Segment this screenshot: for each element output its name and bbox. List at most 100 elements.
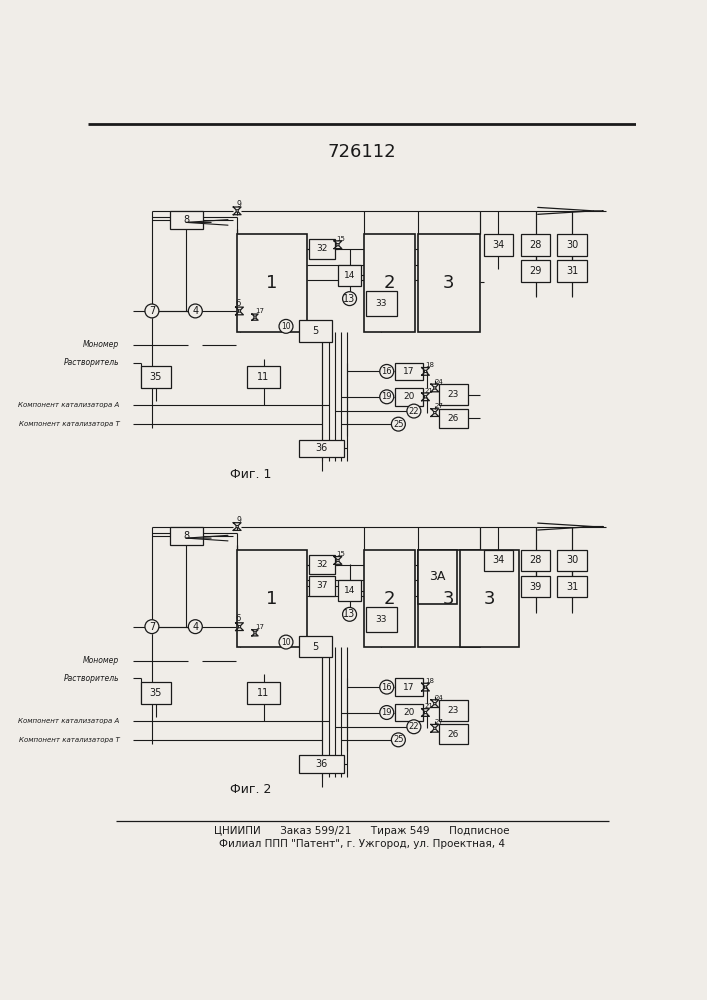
Text: 3: 3 — [443, 590, 455, 608]
Text: 6: 6 — [235, 299, 240, 308]
Bar — [418, 550, 480, 647]
Bar — [309, 576, 335, 596]
Circle shape — [279, 635, 293, 649]
Text: 39: 39 — [530, 582, 542, 592]
Text: 15: 15 — [336, 551, 345, 557]
Bar — [338, 580, 361, 601]
Circle shape — [254, 632, 256, 634]
Text: 2: 2 — [384, 590, 395, 608]
Bar — [338, 265, 361, 286]
Circle shape — [238, 626, 240, 628]
Text: 16: 16 — [382, 683, 392, 692]
Text: 2: 2 — [384, 274, 395, 292]
Bar — [418, 550, 457, 604]
Text: 28: 28 — [530, 555, 542, 565]
Bar — [247, 366, 280, 388]
Text: 21: 21 — [425, 388, 434, 394]
Bar — [141, 682, 170, 704]
Text: 14: 14 — [344, 586, 355, 595]
Circle shape — [145, 304, 159, 318]
Text: 33: 33 — [375, 299, 387, 308]
Text: 11: 11 — [257, 372, 269, 382]
Text: 32: 32 — [316, 560, 328, 569]
Text: 24: 24 — [434, 379, 443, 385]
Bar — [170, 527, 203, 545]
Text: Растворитель: Растворитель — [64, 674, 119, 683]
Bar — [521, 576, 550, 597]
Bar — [484, 234, 513, 256]
Text: 23: 23 — [448, 390, 459, 399]
Bar — [299, 320, 332, 342]
Text: 13: 13 — [344, 609, 356, 619]
Bar — [557, 550, 587, 571]
Text: 9: 9 — [236, 200, 241, 209]
Bar — [521, 260, 550, 282]
Circle shape — [238, 310, 240, 312]
Circle shape — [337, 559, 339, 562]
Text: 21: 21 — [425, 703, 434, 709]
Circle shape — [424, 686, 426, 688]
Bar — [237, 550, 307, 647]
Text: 15: 15 — [336, 236, 345, 242]
Text: 19: 19 — [382, 708, 392, 717]
Text: Филиал ППП "Патент", г. Ужгород, ул. Проектная, 4: Филиал ППП "Патент", г. Ужгород, ул. Про… — [219, 839, 505, 849]
Bar — [557, 260, 587, 282]
Circle shape — [279, 319, 293, 333]
Text: 6: 6 — [235, 614, 240, 623]
Text: 20: 20 — [403, 708, 414, 717]
Bar — [395, 363, 423, 380]
Circle shape — [433, 411, 436, 414]
Bar — [247, 682, 280, 704]
Text: 17: 17 — [403, 683, 414, 692]
Bar — [395, 388, 423, 406]
Text: 31: 31 — [566, 266, 578, 276]
Text: 1: 1 — [267, 590, 278, 608]
Text: 20: 20 — [403, 392, 414, 401]
Circle shape — [188, 620, 202, 634]
Bar — [438, 700, 468, 721]
Text: Фиг. 1: Фиг. 1 — [230, 468, 271, 481]
Circle shape — [380, 390, 394, 404]
Text: Мономер: Мономер — [83, 340, 119, 349]
Bar — [438, 384, 468, 405]
Text: Растворитель: Растворитель — [64, 358, 119, 367]
Text: Компонент катализатора Т: Компонент катализатора Т — [18, 737, 119, 743]
Text: 8: 8 — [183, 215, 189, 225]
Text: 3А: 3А — [429, 570, 445, 583]
Text: Компонент катализатора А: Компонент катализатора А — [18, 718, 119, 724]
Circle shape — [424, 370, 426, 373]
Circle shape — [424, 711, 426, 714]
Circle shape — [188, 304, 202, 318]
Text: 17: 17 — [255, 308, 264, 314]
Text: 35: 35 — [150, 688, 162, 698]
Circle shape — [343, 607, 356, 621]
Text: 29: 29 — [530, 266, 542, 276]
Bar — [521, 550, 550, 571]
Bar — [557, 576, 587, 597]
Text: 31: 31 — [566, 582, 578, 592]
Text: 23: 23 — [448, 706, 459, 715]
Bar — [309, 555, 335, 574]
Text: 14: 14 — [344, 271, 355, 280]
Text: 4: 4 — [192, 306, 199, 316]
Text: 28: 28 — [530, 240, 542, 250]
Text: 726112: 726112 — [327, 143, 396, 161]
Text: 25: 25 — [393, 420, 404, 429]
Text: 18: 18 — [425, 362, 434, 368]
Text: 19: 19 — [382, 392, 392, 401]
Circle shape — [254, 316, 256, 318]
Text: 10: 10 — [281, 322, 291, 331]
Text: 17: 17 — [255, 624, 264, 630]
Text: 36: 36 — [315, 759, 328, 769]
Text: 34: 34 — [492, 240, 505, 250]
Text: 7: 7 — [148, 306, 155, 316]
Text: Компонент катализатора А: Компонент катализатора А — [18, 402, 119, 408]
Text: 25: 25 — [393, 735, 404, 744]
Text: 1: 1 — [267, 274, 278, 292]
Bar — [557, 234, 587, 256]
Circle shape — [380, 706, 394, 719]
Circle shape — [337, 244, 339, 246]
Text: 11: 11 — [257, 688, 269, 698]
Text: 33: 33 — [375, 615, 387, 624]
Bar — [363, 550, 416, 647]
